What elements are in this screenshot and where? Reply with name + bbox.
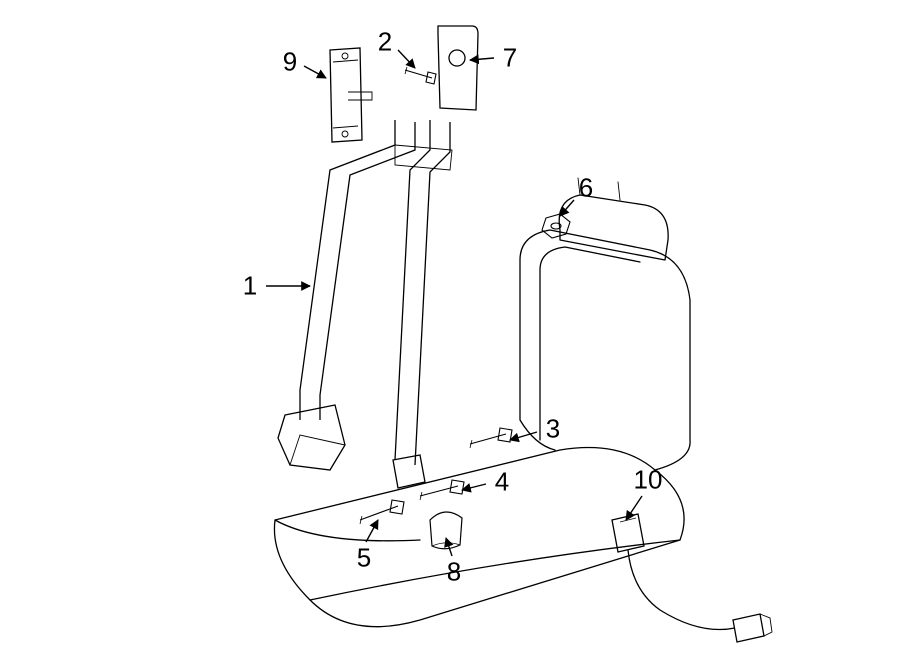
callout-5-label: 5 xyxy=(357,543,371,574)
callout-4-label: 4 xyxy=(495,467,509,498)
callout-2-label: 2 xyxy=(378,27,392,58)
callout-7-label: 7 xyxy=(503,43,517,74)
callout-1-label: 1 xyxy=(243,271,257,302)
seat-belt-buckle xyxy=(612,514,772,642)
lap-and-shoulder-belt xyxy=(278,120,452,488)
height-adjuster-bracket xyxy=(330,48,372,142)
belt-guide-cover xyxy=(438,26,478,110)
callout-10-label: 10 xyxy=(634,465,663,496)
bolt-cover xyxy=(430,512,462,549)
seat-outline xyxy=(274,178,690,627)
retractor-bolt xyxy=(360,500,404,524)
callout-9-label: 9 xyxy=(283,47,297,78)
callout-8-label: 8 xyxy=(447,557,461,588)
callout-3-label: 3 xyxy=(546,414,560,445)
upper-anchor-bolt xyxy=(405,67,436,84)
seat-bolt xyxy=(470,428,512,448)
callout-6-label: 6 xyxy=(579,173,593,204)
anchor-nut xyxy=(542,214,570,238)
